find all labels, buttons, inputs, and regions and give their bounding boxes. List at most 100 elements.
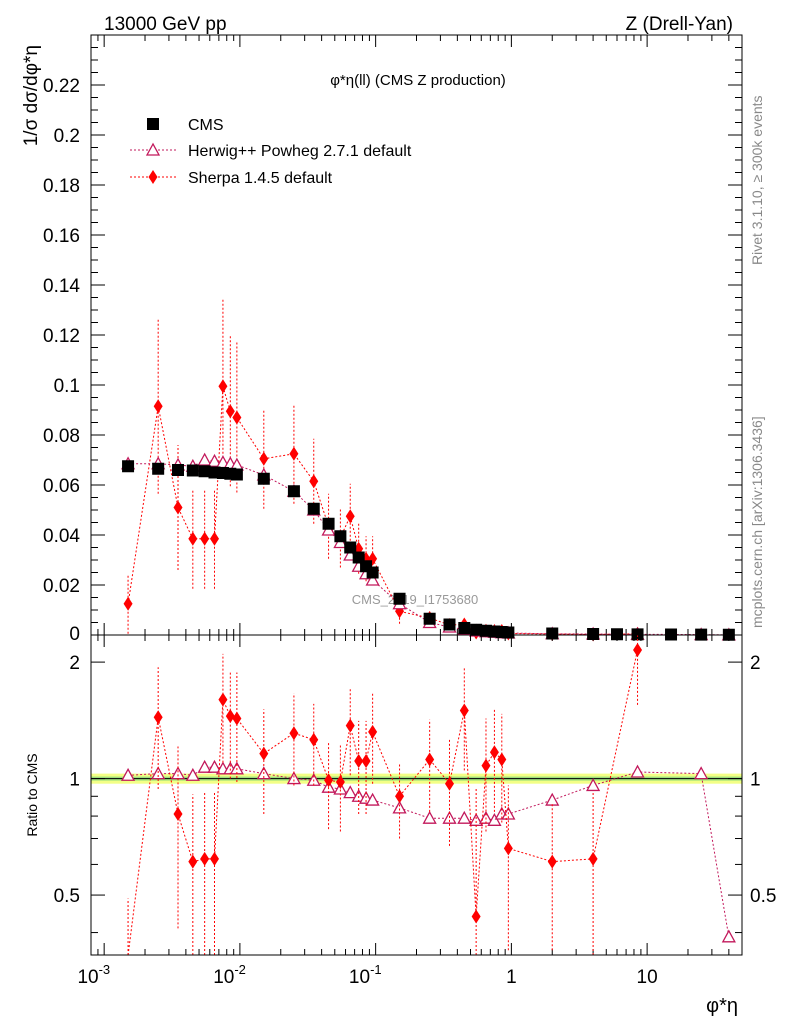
- sherpa-ratio-point: [489, 745, 499, 760]
- herwig-line: [128, 459, 729, 636]
- y-tick-label: 0.08: [43, 426, 80, 447]
- legend-sherpa-marker: [148, 170, 158, 184]
- main-title: φ*η(ll) (CMS Z production): [330, 72, 506, 89]
- herwig-ratio-point: [457, 810, 472, 824]
- x-tick-label: 10-1: [349, 962, 382, 988]
- cms-point: [230, 468, 243, 481]
- cms-point: [307, 502, 320, 515]
- x-axis-label: φ*η: [706, 995, 738, 1017]
- cms-point: [611, 628, 624, 641]
- sherpa-ratio-point: [425, 752, 435, 767]
- y-tick-label: 0.2: [54, 126, 80, 147]
- y-tick-label-right: 2: [750, 653, 761, 674]
- sherpa-ratio-point: [335, 774, 345, 789]
- x-tick-exponent: -1: [370, 962, 382, 977]
- herwig-ratio-point: [365, 792, 380, 806]
- cms-point: [287, 485, 300, 498]
- y-tick-label: 0.5: [54, 886, 80, 907]
- sherpa-point: [210, 531, 220, 546]
- legend-cms-marker: [147, 118, 159, 130]
- sherpa-ratio-point: [259, 746, 269, 761]
- y-tick-label-right: 0.5: [750, 886, 776, 907]
- cms-point: [502, 626, 515, 639]
- herwig-ratio-point: [185, 767, 200, 781]
- cms-point: [546, 627, 559, 640]
- sherpa-ratio-point: [173, 806, 183, 821]
- sherpa-ratio-point: [309, 732, 319, 747]
- x-tick-exponent: -2: [234, 962, 246, 977]
- herwig-ratio-point: [207, 759, 222, 773]
- side-mcplots: mcplots.cern.ch [arXiv:1306.3436]: [749, 416, 765, 628]
- herwig-point: [207, 453, 222, 467]
- ratio-band: [91, 773, 742, 784]
- y-tick-label: 0.14: [43, 276, 80, 297]
- ratio-frame: [90, 634, 743, 956]
- y-tick-label: 0.1: [54, 376, 80, 397]
- sherpa-point: [225, 404, 235, 419]
- cms-point: [172, 464, 185, 476]
- cms-point: [334, 530, 347, 543]
- sherpa-ratio-point: [444, 776, 454, 791]
- herwig-ratio-point: [197, 759, 212, 773]
- legend: CMS Herwig++ Powheg 2.7.1 default Sherpa 1…: [130, 117, 412, 187]
- sherpa-ratio-point: [225, 709, 235, 724]
- x-tick-exponent: -3: [99, 962, 111, 977]
- legend-cms-label: CMS: [188, 117, 224, 134]
- cms-point: [198, 465, 211, 478]
- cms-point: [122, 460, 135, 473]
- sherpa-ratio-point: [588, 851, 598, 866]
- main-series: [120, 298, 736, 642]
- cms-point: [344, 541, 357, 554]
- sherpa-ratio-point: [289, 726, 299, 741]
- herwig-ratio-point: [422, 810, 437, 824]
- ratio-panel: 10-3 10-2 10-1 1 10 0.5 0.5 1 1 2 2 Ratio to CMS: [24, 634, 776, 988]
- sherpa-ratio-point: [153, 710, 163, 725]
- y-tick-label: 0.06: [43, 476, 80, 497]
- main-axis-ticks: 0.02 0.04 0.06 0.08 0.1 0.12 0.14 0.16 0.18 0.2 0.…: [43, 34, 743, 645]
- cms-point: [152, 462, 165, 475]
- herwig-ratio-point: [721, 929, 736, 943]
- cms-point: [257, 472, 270, 485]
- y-tick-label: 0.16: [43, 226, 80, 247]
- y-tick-label: 0.18: [43, 176, 80, 197]
- sherpa-ratio-point: [633, 642, 643, 657]
- sherpa-point: [289, 446, 299, 461]
- ratio-ylabel: Ratio to CMS: [24, 753, 40, 836]
- cms-point: [587, 628, 600, 640]
- sherpa-point: [173, 500, 183, 515]
- sherpa-point: [188, 531, 198, 546]
- herwig-point: [365, 572, 380, 586]
- herwig-ratio-point: [487, 812, 502, 826]
- cms-point: [470, 623, 483, 636]
- sherpa-ratio-point: [232, 711, 242, 726]
- sherpa-ratio-point: [218, 692, 228, 707]
- x-tick-label: 10: [637, 967, 658, 988]
- sherpa-point: [345, 509, 355, 524]
- ratio-axis-ticks: 10-3 10-2 10-1 1 10 0.5 0.5 1 1 2 2: [54, 635, 776, 988]
- cms-point: [443, 618, 456, 631]
- y-tick-label: 0.04: [43, 526, 80, 547]
- sherpa-point: [218, 379, 228, 394]
- cms-point: [366, 566, 379, 579]
- sherpa-point: [123, 596, 133, 611]
- side-rivet: Rivet 3.1.10, ≥ 300k events: [749, 95, 765, 265]
- sherpa-ratio-point: [497, 752, 507, 767]
- herwig-ratio-point: [694, 766, 709, 780]
- cms-point: [322, 517, 335, 530]
- y-tick-label: 0.22: [43, 76, 80, 97]
- herwig-point: [197, 452, 212, 466]
- y-tick-label-zero: 0: [69, 624, 80, 645]
- y-tick-label: 2: [69, 653, 80, 674]
- sherpa-point: [232, 410, 242, 425]
- x-tick-label: 10-3: [77, 962, 110, 988]
- x-tick-label: 1: [506, 967, 517, 988]
- herwig-ratio-point: [630, 764, 645, 778]
- herwig-ratio-point: [343, 785, 358, 799]
- sherpa-ratio-point: [503, 841, 513, 856]
- sherpa-ratio-point: [547, 854, 557, 869]
- cms-point: [393, 592, 406, 605]
- cms-point: [631, 628, 644, 641]
- sherpa-point: [259, 451, 269, 466]
- cms-point: [186, 464, 199, 477]
- herwig-ratio-point: [586, 778, 601, 792]
